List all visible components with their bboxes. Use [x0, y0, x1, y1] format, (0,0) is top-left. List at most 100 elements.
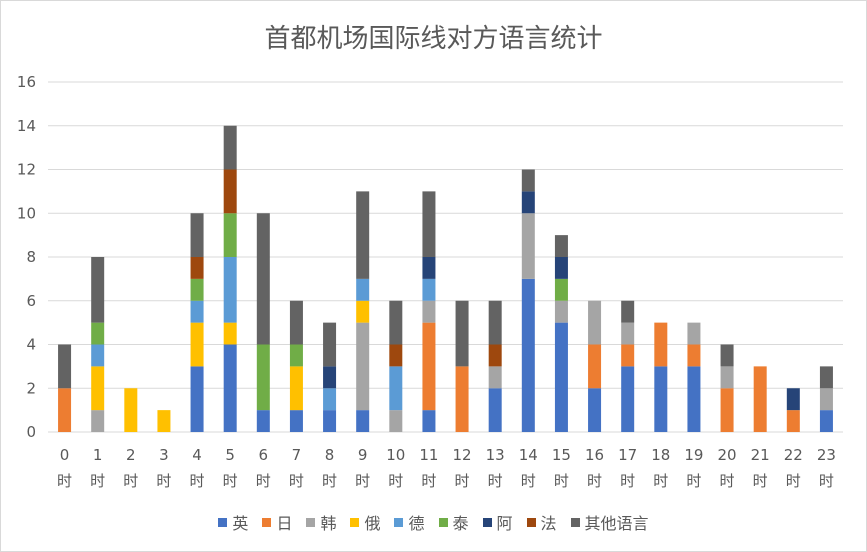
legend-label: 法 — [540, 514, 557, 533]
bar-segment — [621, 344, 635, 367]
x-tick-suffix: 时 — [156, 472, 171, 490]
legend-swatch — [350, 517, 360, 527]
x-tick-suffix: 时 — [819, 472, 834, 490]
bar-segment — [687, 366, 701, 432]
bar-segment — [786, 410, 800, 432]
legend-swatch — [394, 517, 404, 527]
bar-segment — [389, 344, 403, 367]
x-tick-suffix: 时 — [190, 472, 205, 490]
chart-title: 首都机场国际线对方语言统计 — [264, 24, 603, 54]
bar-segment — [786, 388, 800, 411]
bar-segment — [356, 322, 370, 411]
bar-segment — [422, 410, 436, 432]
bar-segment — [521, 278, 535, 432]
bar-segment — [256, 344, 270, 411]
bar-segment — [356, 300, 370, 323]
legend-swatch — [482, 517, 492, 527]
bar-segment — [588, 300, 602, 345]
legend-entry: 法 — [526, 510, 557, 534]
x-tick-suffix: 时 — [455, 472, 470, 490]
bar-segment — [323, 388, 337, 411]
bar-segment — [488, 366, 502, 389]
bar-segment — [819, 410, 833, 432]
legend-entry: 俄 — [350, 510, 380, 534]
x-tick-suffix: 时 — [587, 472, 602, 490]
x-tick-label: 12 — [453, 446, 472, 464]
bar-segment — [621, 322, 635, 345]
bar-segment — [223, 344, 237, 432]
x-tick-suffix: 时 — [90, 472, 105, 490]
bar-segment — [621, 300, 635, 323]
bar-segment — [190, 366, 204, 432]
x-tick-label: 23 — [817, 446, 836, 464]
x-tick-label: 11 — [419, 446, 438, 464]
bar-segment — [753, 366, 767, 432]
x-tick-label: 16 — [585, 446, 604, 464]
bar-segment — [521, 213, 535, 279]
bar-segment — [289, 344, 303, 367]
bar-segment — [687, 344, 701, 367]
legend-entry: 阿 — [482, 510, 513, 534]
bar-segment — [256, 213, 270, 345]
legend-swatch — [218, 517, 228, 527]
bar-segment — [323, 410, 337, 432]
bar-segment — [554, 322, 568, 432]
x-tick-label: 18 — [651, 446, 670, 464]
x-tick-label: 21 — [751, 446, 770, 464]
legend-swatch — [526, 517, 536, 527]
x-tick-label: 1 — [93, 446, 103, 464]
legend-label: 英 — [232, 514, 249, 533]
bar-segment — [521, 169, 535, 192]
bar-segment — [223, 169, 237, 214]
bar-segment — [223, 213, 237, 257]
legend-entry: 英 — [218, 510, 248, 534]
y-tick-label: 4 — [26, 336, 36, 354]
x-tick-label: 9 — [358, 446, 368, 464]
bar-segment — [124, 388, 138, 432]
bar-segment — [720, 366, 734, 389]
legend-swatch — [262, 517, 272, 527]
bar-segment — [654, 322, 668, 367]
legend-label: 其他语言 — [584, 514, 649, 533]
x-tick-suffix: 时 — [521, 472, 536, 490]
bar-segment — [289, 410, 303, 432]
bar-segment — [91, 344, 105, 367]
bar-segment — [422, 322, 436, 411]
x-tick-suffix: 时 — [355, 472, 370, 490]
x-tick-label: 0 — [60, 446, 70, 464]
x-tick-label: 8 — [325, 446, 335, 464]
x-tick-suffix: 时 — [421, 472, 436, 490]
x-tick-label: 22 — [784, 446, 803, 464]
legend-swatch — [438, 517, 448, 527]
bar-segment — [223, 322, 237, 345]
x-tick-suffix: 时 — [753, 472, 768, 490]
legend-label: 韩 — [320, 514, 337, 533]
bar-segment — [455, 366, 469, 432]
bar-segment — [422, 278, 436, 301]
legend-label: 日 — [276, 514, 293, 533]
bar-segment — [91, 366, 105, 411]
bar-segment — [389, 366, 403, 411]
x-tick-label: 2 — [126, 446, 136, 464]
x-tick-suffix: 时 — [289, 472, 304, 490]
x-tick-label: 15 — [552, 446, 571, 464]
x-tick-label: 20 — [718, 446, 737, 464]
y-tick-label: 10 — [17, 204, 36, 222]
bar-segment — [91, 410, 105, 432]
y-tick-label: 12 — [17, 161, 36, 179]
bar-segment — [687, 322, 701, 345]
x-tick-suffix: 时 — [488, 472, 503, 490]
x-tick-suffix: 时 — [256, 472, 271, 490]
x-tick-suffix: 时 — [322, 472, 337, 490]
bar-segment — [554, 300, 568, 323]
x-tick-suffix: 时 — [223, 472, 238, 490]
x-tick-label: 13 — [486, 446, 505, 464]
x-tick-label: 14 — [519, 446, 538, 464]
y-tick-label: 6 — [26, 292, 36, 310]
legend-entry: 泰 — [438, 510, 469, 534]
bar-segment — [819, 388, 833, 411]
bar-segment — [91, 322, 105, 345]
bar-segment — [58, 344, 72, 389]
y-tick-label: 2 — [26, 379, 36, 397]
bar-segment — [91, 257, 105, 323]
